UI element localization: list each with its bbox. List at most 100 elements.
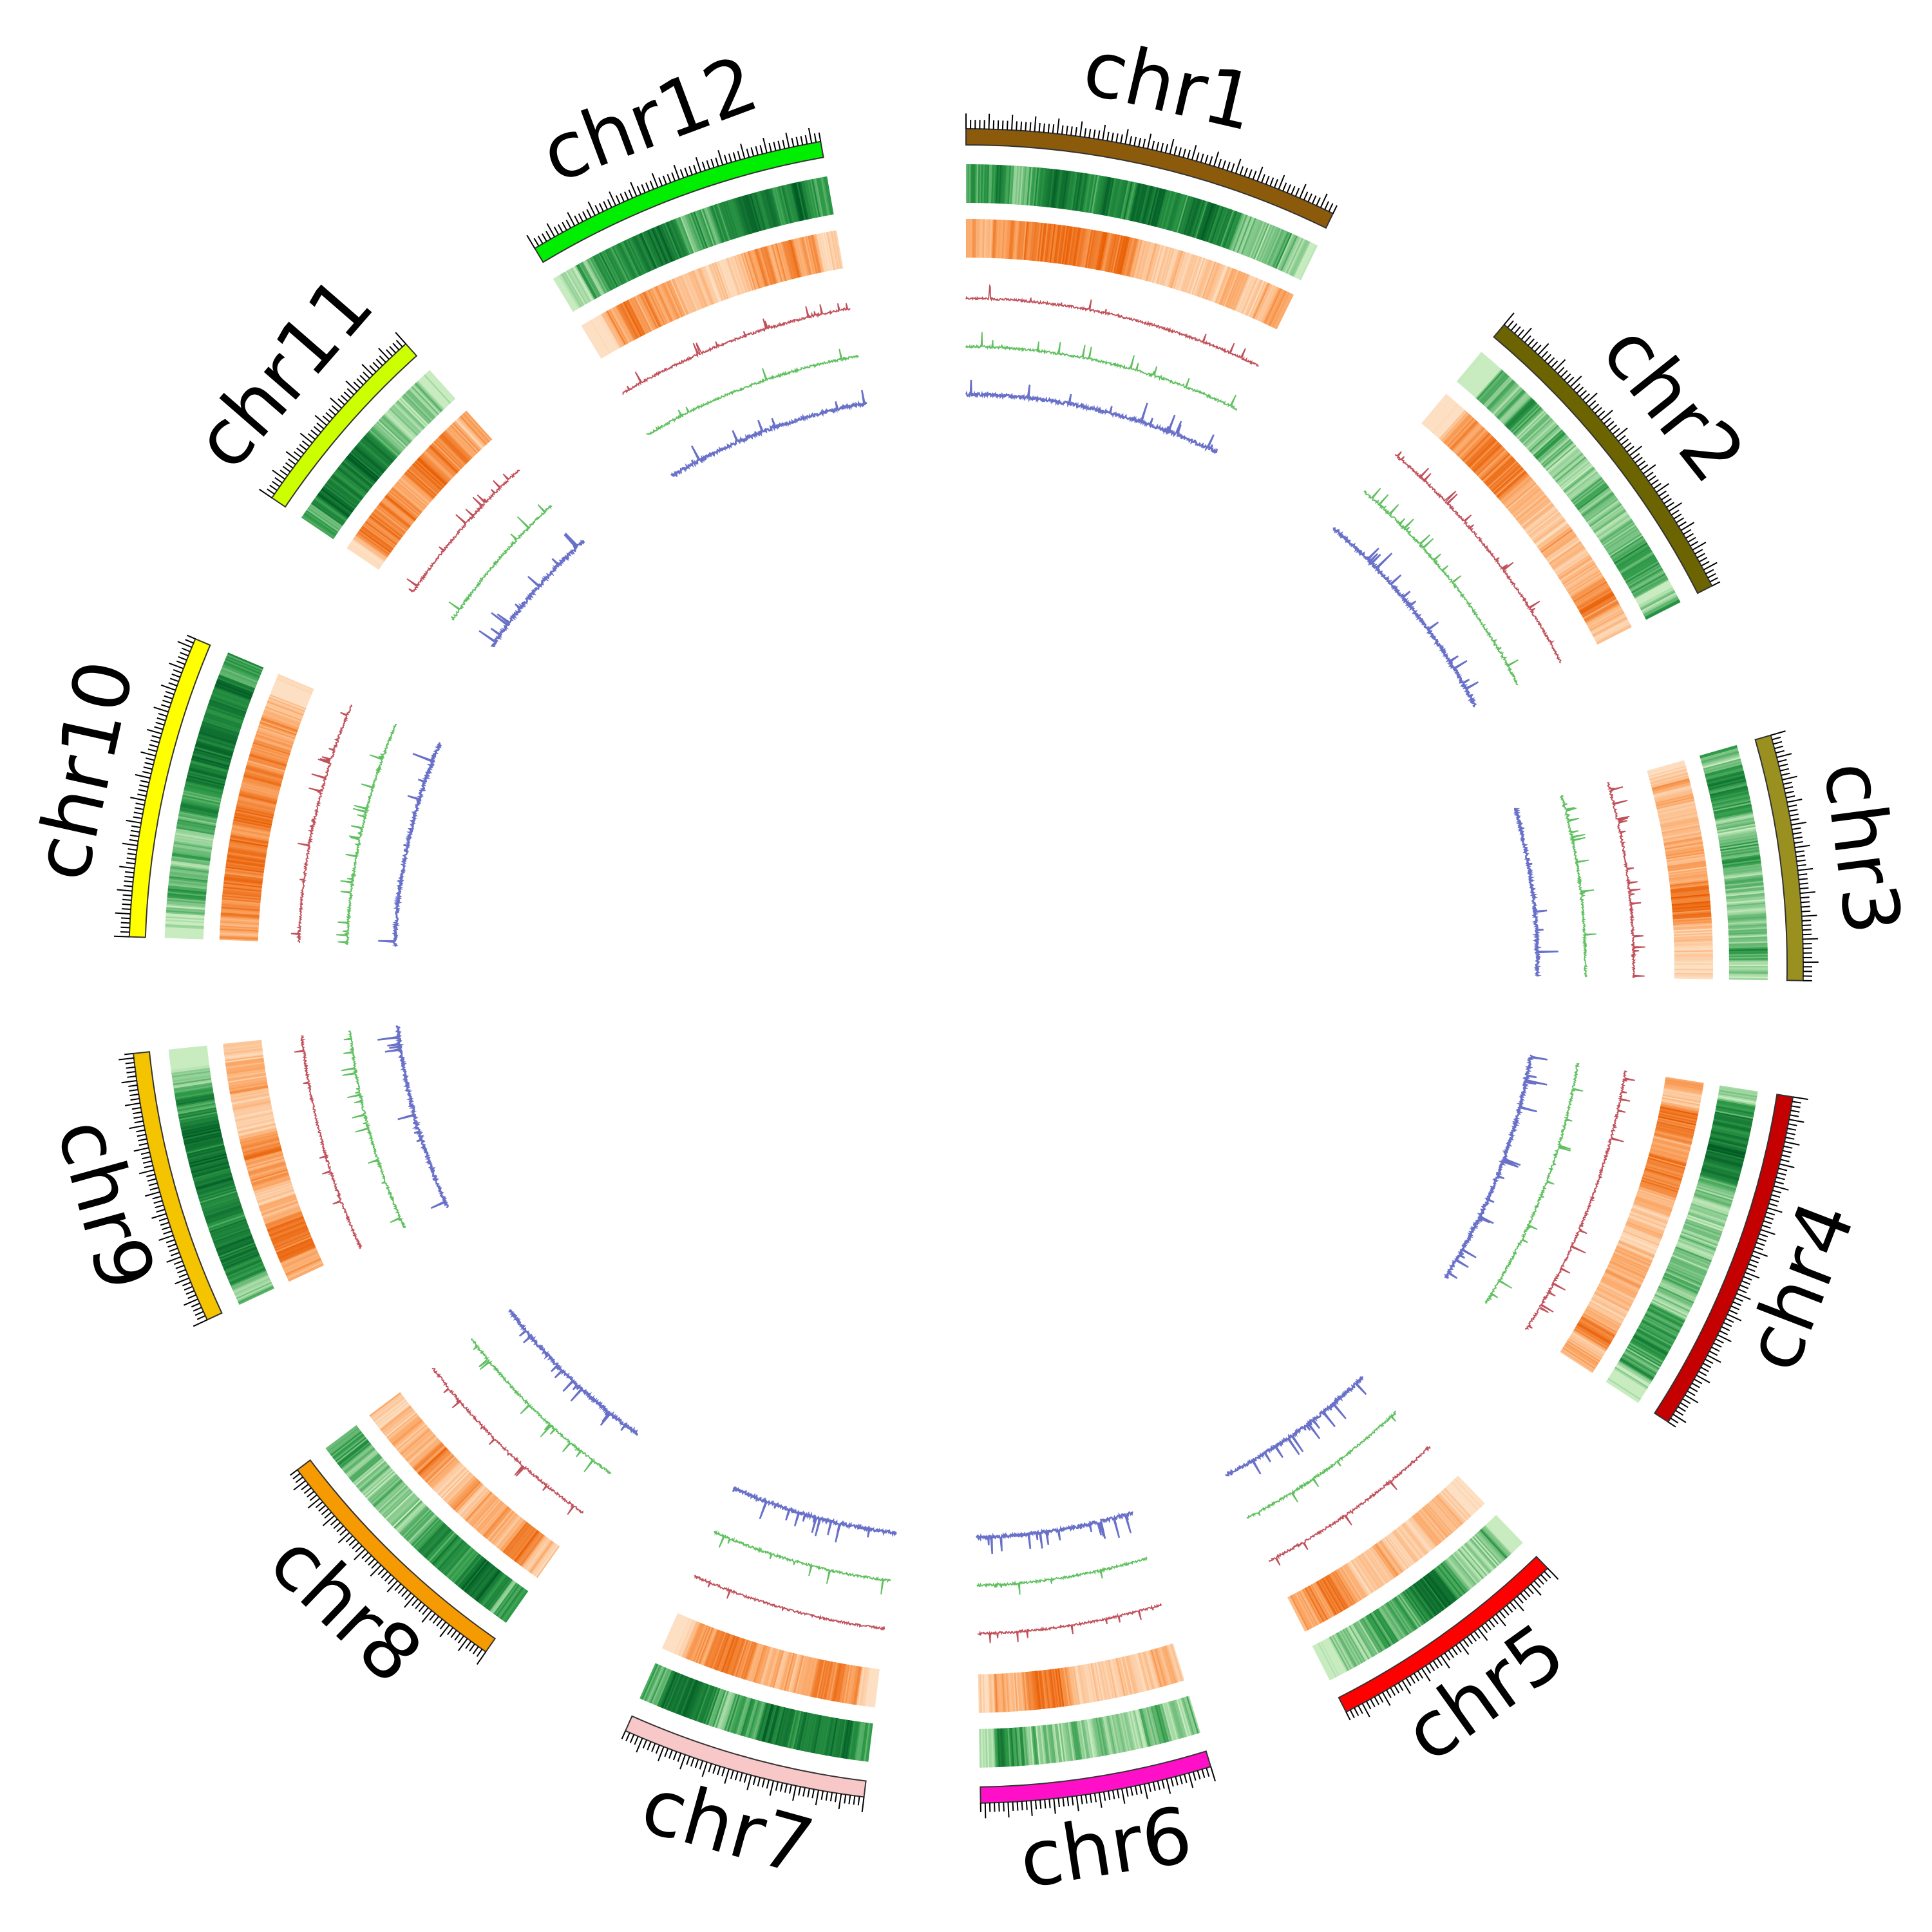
chr8-heat-cell (408, 1436, 438, 1464)
chr4-heat-cell (1654, 1129, 1693, 1141)
chr9-tick (185, 1290, 195, 1295)
chr10-heat-cell (266, 702, 303, 717)
chr12-heat-cell (655, 285, 674, 322)
chr12-heat-cell (665, 222, 682, 259)
chr3-heat-cell (1669, 880, 1709, 887)
chr1-heat-cell (1079, 228, 1088, 267)
chr9-heat-cell (235, 1114, 274, 1124)
chr8-heat-cell (436, 1539, 464, 1569)
chr10-tick (144, 762, 154, 766)
chr9-heat-cell (232, 1099, 271, 1109)
chr11-heat-cell (352, 448, 384, 475)
chr5-heat-cell (1430, 1499, 1457, 1530)
chr2-heat-cell (1587, 501, 1620, 526)
chr11-heat-cell (404, 472, 435, 500)
chr6-heat-cell (1077, 1665, 1086, 1704)
chr5-tick (1470, 1633, 1477, 1642)
chr8-heat-cell (493, 1582, 518, 1615)
chr11-heat-cell (305, 509, 339, 533)
chr1-heat-cell (1081, 173, 1089, 212)
chr5-heat-cell (1471, 1537, 1498, 1567)
chr5-heat-cell (1443, 1560, 1468, 1593)
chr6-heat-cell (1127, 1711, 1137, 1750)
chr4-heat-cell (1647, 1307, 1683, 1327)
chr1-heat-cell (1141, 242, 1153, 280)
chr7-heat-cell (757, 1646, 770, 1684)
chr1-heat-cell (1299, 244, 1318, 281)
chr1-heat-cell (985, 219, 989, 258)
chr1-tick (1079, 121, 1083, 137)
chr4-heat-cell (1567, 1339, 1602, 1361)
chr4-heat-cell (1627, 1218, 1664, 1235)
chr12-heat-cell (683, 274, 700, 310)
chr2-heat-cell (1461, 431, 1490, 460)
chr9-heat-cell (279, 1246, 316, 1264)
chr4-heat-cell (1677, 1240, 1714, 1257)
chr1-tick (1138, 138, 1142, 147)
chr5-tick (1530, 1583, 1542, 1596)
chr3-heat-cell (1727, 914, 1766, 919)
chr8-heat-cell (375, 1399, 407, 1425)
chr11-heat-cell (363, 523, 396, 547)
chr5-heat-cell (1342, 1565, 1365, 1599)
chr1-heat-cell (1104, 177, 1113, 216)
chr8-tick (476, 1649, 483, 1657)
chr2-heat-cell (1578, 591, 1613, 612)
chr7-heat-cell (840, 1719, 848, 1759)
chr12-heat-cell (578, 263, 599, 298)
chr12-heat-cell (663, 223, 679, 260)
chr11-heat-cell (392, 404, 422, 433)
chr9-heat-cell (288, 1264, 325, 1282)
chr1-heat-cell (1275, 294, 1294, 330)
chr4-tick (1698, 1370, 1707, 1376)
chr5-line-track-1 (1268, 1446, 1431, 1566)
chr7-heat-cell (645, 1665, 663, 1702)
chr8-heat-cell (486, 1509, 513, 1540)
chr7-heat-cell (708, 1631, 724, 1669)
chr10-tick (143, 766, 153, 770)
chr3-heat-cell (1725, 884, 1764, 890)
chr8-heat-cell (513, 1529, 538, 1561)
chr11-heat-cell (454, 420, 482, 450)
chr2-heat-cell (1502, 395, 1531, 425)
chr1-heat-cell (966, 164, 968, 204)
chr10-heat-cell (169, 878, 208, 885)
chr2-tick (1692, 542, 1707, 551)
chr1-heat-cell (1208, 263, 1224, 301)
chr10-heat-cell (224, 876, 263, 883)
chr8-heat-cell (417, 1522, 446, 1553)
chr11-heat-cell (333, 472, 365, 498)
chr3-heat-cell (1647, 762, 1686, 775)
chr10-heat-cell (234, 813, 273, 823)
chr4-heat-cell (1653, 1296, 1689, 1315)
chr1-heat-cell (1112, 178, 1121, 218)
chr10-heat-cell (217, 677, 254, 693)
chr10-heat-cell (236, 806, 274, 817)
chr12-tick (615, 195, 621, 204)
chr12-tick (706, 160, 710, 169)
chr3-heat-cell (1701, 751, 1739, 763)
chr9-heat-cell (188, 1151, 227, 1163)
chr5-heat-cell (1322, 1577, 1343, 1612)
chr2-heat-cell (1620, 554, 1655, 576)
chr5-heat-cell (1453, 1479, 1481, 1509)
chr6-tick (1057, 1797, 1060, 1808)
chr11-heat-cell (398, 478, 429, 506)
chr5-heat-cell (1488, 1520, 1517, 1551)
chr12-heat-cell (632, 297, 651, 333)
chr9-heat-cell (229, 1086, 269, 1095)
chr5-heat-cell (1470, 1538, 1497, 1569)
chr4-heat-cell (1641, 1320, 1676, 1340)
chr7-heat-cell (654, 1669, 671, 1705)
chr6-heat-cell (1144, 1707, 1156, 1746)
chr9-heat-cell (223, 1254, 260, 1271)
chr1-heat-cell (1231, 273, 1248, 310)
chr2-heat-cell (1487, 381, 1515, 410)
chr2-heat-cell (1577, 486, 1609, 511)
chr10-heat-cell (248, 757, 286, 770)
chr8-heat-cell (513, 1530, 539, 1562)
chr3-heat-cell (1674, 967, 1713, 969)
chr10-ideogram (128, 638, 211, 938)
chr10-heat-cell (172, 849, 211, 857)
chr8-heat-cell (370, 1393, 402, 1418)
